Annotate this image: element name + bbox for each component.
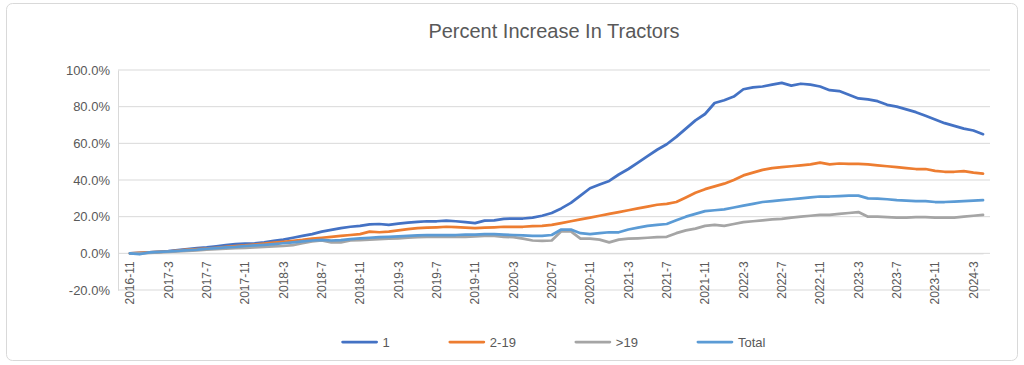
y-tick: 0.0% — [80, 246, 118, 261]
x-tick: 2021-7 — [660, 253, 674, 298]
x-tick: 2022-3 — [737, 253, 751, 298]
x-tick: 2019-11 — [468, 253, 482, 304]
x-tick-label: 2016-11 — [123, 261, 137, 304]
y-tick-label: 20.0% — [73, 209, 110, 224]
x-tick: 2023-3 — [852, 253, 866, 298]
legend-label: 1 — [383, 335, 390, 350]
grid-line — [118, 143, 990, 144]
x-tick: 2017-11 — [238, 253, 252, 304]
x-axis: 2016-11 2017-3 2017-7 2017-11 2018-3 2018-7 20… — [123, 253, 983, 304]
grid-line — [118, 180, 990, 181]
x-tick-label: 2019-11 — [468, 261, 482, 304]
x-tick-label: 2017-3 — [162, 261, 176, 299]
series-line — [130, 196, 983, 255]
x-tick: 2019-3 — [392, 253, 406, 298]
x-tick: 2019-7 — [430, 253, 444, 298]
legend-swatch — [698, 341, 732, 344]
x-tick: 2021-11 — [698, 253, 712, 304]
x-tick-label: 2022-11 — [813, 261, 827, 304]
grid-line — [118, 70, 990, 71]
x-tick: 2020-11 — [583, 253, 597, 304]
x-tick-label: 2021-11 — [698, 261, 712, 304]
series-line — [130, 83, 983, 254]
x-axis-line — [131, 253, 984, 254]
plot-area — [130, 83, 983, 254]
x-tick: 2023-11 — [928, 253, 942, 304]
y-axis-line — [118, 71, 119, 291]
y-tick-label: 40.0% — [73, 173, 110, 188]
x-tick-label: 2017-7 — [200, 261, 214, 299]
grid-line — [118, 106, 990, 107]
legend-label: >19 — [616, 335, 638, 350]
x-tick: 2024-3 — [967, 253, 981, 298]
x-tick-label: 2020-11 — [583, 261, 597, 304]
x-tick: 2018-7 — [315, 253, 329, 298]
grid — [118, 70, 990, 290]
x-tick: 2022-7 — [775, 253, 789, 298]
y-tick: 60.0% — [73, 136, 118, 151]
legend-label: Total — [738, 335, 766, 350]
legend: 1 2-19 >19 Total — [343, 335, 766, 350]
x-tick-label: 2017-11 — [238, 261, 252, 304]
y-tick-label: 0.0% — [80, 246, 110, 261]
y-tick-label: 80.0% — [73, 99, 110, 114]
grid-line — [118, 253, 990, 254]
x-tick: 2023-7 — [890, 253, 904, 298]
x-tick-label: 2021-7 — [660, 261, 674, 299]
legend-swatch — [343, 341, 377, 344]
legend-item: 2-19 — [450, 335, 516, 350]
x-tick-label: 2019-3 — [392, 261, 406, 299]
x-tick-label: 2018-11 — [353, 261, 367, 304]
y-tick-label: 60.0% — [73, 136, 110, 151]
x-tick-label: 2020-7 — [545, 261, 559, 299]
legend-label: 2-19 — [490, 335, 516, 350]
y-tick-label: -20.0% — [69, 283, 111, 298]
x-tick: 2020-3 — [507, 253, 521, 298]
x-tick-label: 2020-3 — [507, 261, 521, 299]
x-tick: 2016-11 — [123, 253, 137, 304]
y-axis: -20.0% 0.0% 20.0% 40.0% 60.0% 80.0% 100.0% — [66, 63, 119, 298]
chart-title: Percent Increase In Tractors — [428, 20, 679, 42]
legend-item: >19 — [576, 335, 638, 350]
x-tick: 2017-3 — [162, 253, 176, 298]
x-tick-label: 2022-7 — [775, 261, 789, 299]
x-tick-label: 2018-7 — [315, 261, 329, 299]
x-tick-label: 2023-11 — [928, 261, 942, 304]
x-tick-label: 2019-7 — [430, 261, 444, 299]
x-tick: 2018-11 — [353, 253, 367, 304]
chart: Percent Increase In Tractors -20.0% 0.0% 20… — [0, 0, 1024, 365]
y-tick: 40.0% — [73, 173, 118, 188]
x-tick-label: 2018-3 — [277, 261, 291, 299]
chart-frame — [7, 4, 1018, 361]
legend-item: Total — [698, 335, 766, 350]
x-tick: 2018-3 — [277, 253, 291, 298]
legend-swatch — [576, 341, 610, 344]
x-tick: 2021-3 — [622, 253, 636, 298]
legend-swatch — [450, 341, 484, 344]
x-tick-label: 2023-7 — [890, 261, 904, 299]
x-tick: 2017-7 — [200, 253, 214, 298]
x-tick-label: 2023-3 — [852, 261, 866, 299]
legend-item: 1 — [343, 335, 390, 350]
y-tick: 80.0% — [73, 99, 118, 114]
y-tick: -20.0% — [69, 283, 118, 298]
series-line — [130, 163, 983, 254]
grid-line — [118, 216, 990, 217]
x-tick: 2022-11 — [813, 253, 827, 304]
x-tick-label: 2022-3 — [737, 261, 751, 299]
x-tick-label: 2024-3 — [967, 261, 981, 299]
x-tick-label: 2021-3 — [622, 261, 636, 299]
y-tick: 20.0% — [73, 209, 118, 224]
x-tick: 2020-7 — [545, 253, 559, 298]
y-tick: 100.0% — [66, 63, 118, 78]
y-tick-label: 100.0% — [66, 63, 111, 78]
